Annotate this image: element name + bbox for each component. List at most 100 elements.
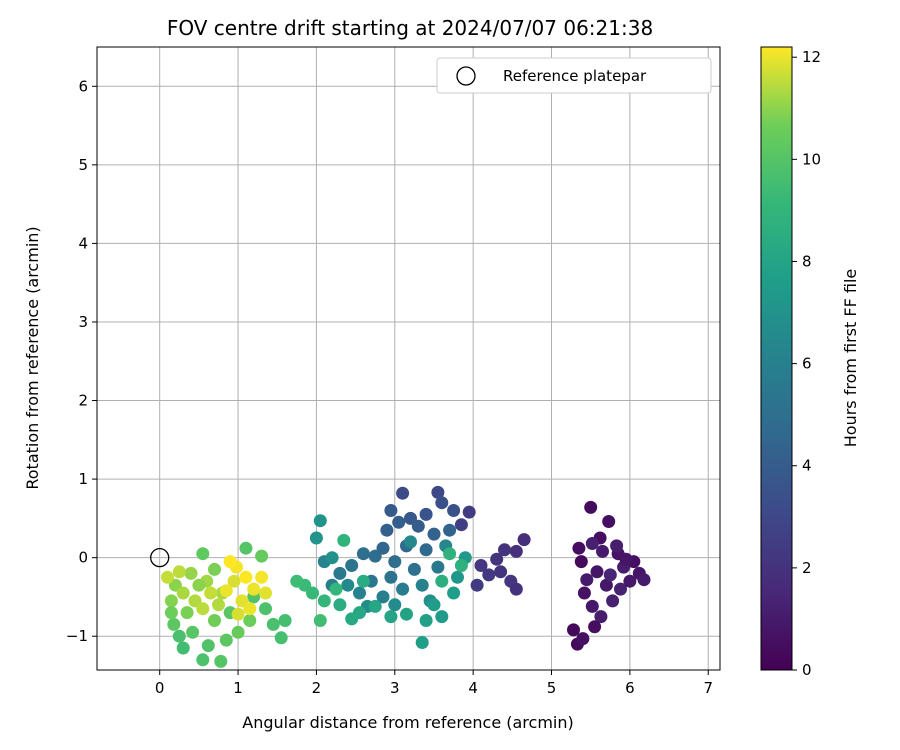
x-tick-label: 1 (233, 679, 243, 697)
data-point (599, 578, 613, 592)
data-point (614, 582, 627, 596)
data-point (610, 539, 624, 553)
data-point (184, 566, 198, 580)
x-tick-label: 2 (312, 679, 322, 697)
data-point (435, 496, 449, 510)
data-point (594, 610, 608, 624)
data-point (196, 602, 210, 616)
data-point (384, 504, 398, 517)
data-points (161, 485, 651, 668)
data-point (482, 568, 496, 582)
data-point (454, 559, 468, 572)
data-point (290, 574, 304, 588)
data-point (341, 578, 355, 592)
data-point (404, 535, 417, 549)
y-tick-label: 3 (78, 313, 88, 331)
data-point (231, 625, 245, 639)
data-point (435, 610, 449, 624)
colorbar-tick-label: 0 (802, 661, 812, 679)
data-point (585, 599, 599, 613)
y-tick-label: 2 (78, 392, 88, 410)
data-point (384, 610, 398, 624)
data-point (201, 639, 215, 653)
data-point (172, 629, 186, 643)
data-point (427, 527, 441, 541)
data-point (419, 543, 433, 557)
data-point (255, 570, 269, 584)
colorbar-label: Hours from first FF file (841, 269, 860, 448)
x-tick-label: 6 (625, 679, 635, 697)
chart-title: FOV centre drift starting at 2024/07/07 … (167, 16, 653, 40)
colorbar-tick-label: 10 (802, 150, 821, 168)
legend-marker-icon (456, 66, 476, 86)
data-point (619, 552, 633, 566)
data-point (407, 562, 421, 576)
data-point (431, 560, 445, 574)
data-point (603, 568, 617, 582)
data-point (447, 586, 461, 600)
y-tick-label: −1 (66, 627, 88, 645)
data-point (577, 586, 591, 600)
data-point (223, 555, 237, 569)
data-point (443, 523, 457, 537)
data-point (214, 654, 228, 668)
data-point (498, 543, 511, 557)
data-point (602, 515, 616, 528)
data-point (415, 578, 429, 592)
data-point (208, 562, 221, 576)
y-tick-label: 6 (78, 77, 88, 95)
data-point (415, 636, 429, 649)
data-point (313, 514, 327, 528)
data-point (392, 515, 406, 529)
y-axis-ticks: −1 0 1 2 3 4 5 6 (66, 77, 97, 645)
data-point (239, 541, 253, 555)
data-point (431, 485, 445, 499)
data-point (176, 641, 190, 655)
y-tick-label: 4 (78, 234, 88, 252)
data-point (576, 632, 590, 646)
data-point (333, 566, 347, 580)
colorbar-ticks: 0 2 4 6 8 10 12 (792, 48, 821, 679)
data-point (356, 547, 370, 561)
data-point (490, 552, 504, 566)
data-point (167, 617, 181, 631)
data-point (212, 598, 225, 612)
data-point (329, 582, 343, 596)
data-point (337, 533, 351, 547)
data-point (247, 582, 261, 596)
data-point (427, 598, 441, 612)
data-point (345, 612, 359, 626)
data-point (396, 486, 410, 500)
colorbar-tick-label: 12 (802, 48, 821, 66)
data-point (161, 570, 174, 584)
data-point (443, 547, 457, 561)
data-point (208, 614, 221, 627)
data-point (192, 578, 206, 592)
data-point (204, 586, 218, 600)
data-point (278, 614, 292, 627)
data-point (176, 586, 190, 600)
y-tick-label: 0 (78, 549, 88, 567)
data-point (368, 549, 382, 563)
colorbar-tick-label: 4 (802, 457, 812, 475)
data-point (274, 631, 288, 645)
data-point (266, 617, 280, 631)
data-point (509, 582, 523, 596)
data-point (325, 551, 339, 565)
data-point (356, 574, 370, 588)
data-point (462, 505, 476, 519)
data-point (637, 573, 651, 587)
data-point (345, 559, 359, 572)
legend-entry-label: Reference platepar (503, 67, 647, 85)
data-point (172, 565, 186, 579)
data-point (451, 570, 464, 584)
reference-marker (150, 548, 170, 568)
colorbar: 0 2 4 6 8 10 12 Hours from first FF file (760, 46, 860, 679)
data-point (164, 606, 178, 620)
data-point (353, 586, 366, 600)
x-tick-label: 0 (155, 679, 165, 697)
x-tick-label: 4 (468, 679, 478, 697)
data-point (384, 570, 398, 584)
data-point (606, 594, 620, 608)
